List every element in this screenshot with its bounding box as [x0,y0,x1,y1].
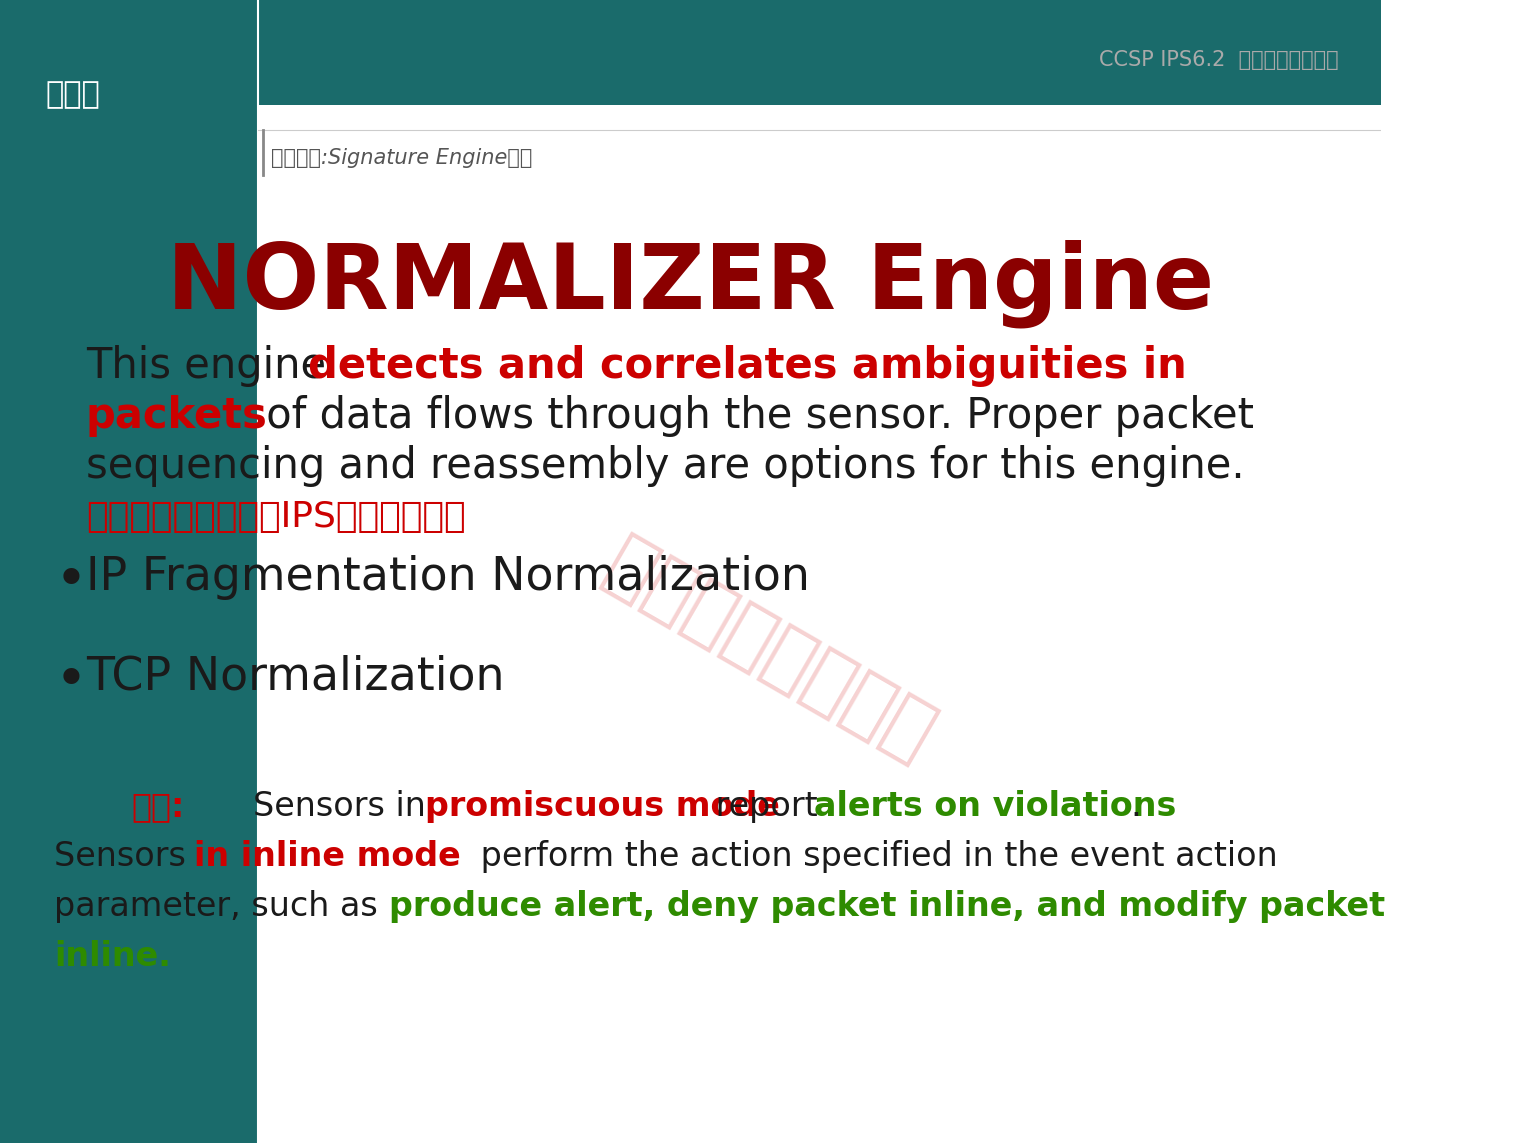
Text: produce alert, deny packet inline, and modify packet: produce alert, deny packet inline, and m… [389,890,1385,924]
Text: •: • [55,655,87,709]
Text: TCP Normalization: TCP Normalization [86,655,504,700]
Text: in inline mode: in inline mode [194,840,461,873]
Text: .: . [1130,790,1141,823]
Text: sequencing and reassembly are options for this engine.: sequencing and reassembly are options fo… [86,445,1245,487]
Text: 注意:: 注意: [131,790,185,823]
Text: perform the action specified in the event action: perform the action specified in the even… [470,840,1278,873]
Text: NORMALIZER Engine: NORMALIZER Engine [166,240,1214,328]
Text: 现任明教教主出品: 现任明教教主出品 [591,526,947,774]
Text: packets: packets [86,395,267,437]
Text: report: report [705,790,829,823]
Text: detects and correlates ambiguities in: detects and correlates ambiguities in [307,345,1186,387]
Text: CCSP IPS6.2  现任明教教主出品: CCSP IPS6.2 现任明教教主出品 [1099,50,1339,70]
FancyBboxPatch shape [0,0,1380,105]
Text: Sensors: Sensors [55,840,197,873]
Text: 第三天: 第三天 [46,80,99,109]
Text: •: • [55,555,87,609]
Text: inline.: inline. [55,940,171,973]
Text: This engine: This engine [86,345,339,387]
Text: 第一部分:Signature Engine介绍: 第一部分:Signature Engine介绍 [272,147,533,168]
Text: parameter, such as: parameter, such as [55,890,389,924]
Text: of data flows through the sensor. Proper packet: of data flows through the sensor. Proper… [253,395,1254,437]
Text: IP Fragmentation Normalization: IP Fragmentation Normalization [86,555,809,600]
Text: （规范化流量，保障IPS告警更准确）: （规范化流量，保障IPS告警更准确） [86,499,466,534]
Text: promiscuous mode: promiscuous mode [425,790,780,823]
Text: alerts on violations: alerts on violations [814,790,1176,823]
Text: Sensors in: Sensors in [253,790,437,823]
FancyBboxPatch shape [0,0,258,1143]
